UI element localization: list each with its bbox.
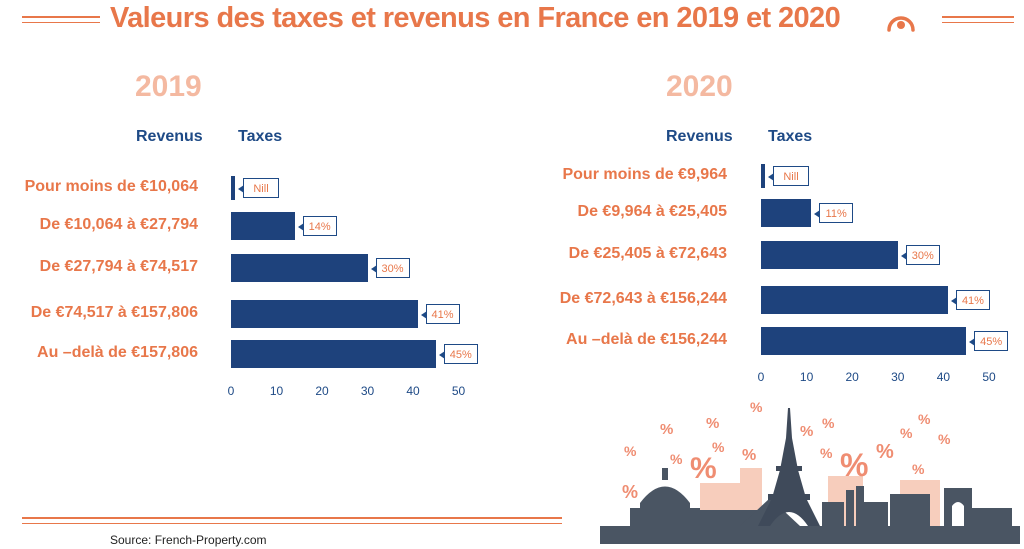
svg-text:%: % [624,443,637,459]
chart-2019-tick-label: 30 [360,384,375,398]
svg-text:%: % [690,452,717,485]
chart-2020-tick-label: 50 [982,370,996,384]
chart-2019-category-label: Pour moins de €10,064 [24,178,198,195]
svg-text:%: % [800,423,813,440]
chart-2020-data-label: 30% [900,245,940,265]
svg-text:%: % [750,399,763,415]
chart-2019-data-label: 41% [420,304,460,324]
svg-text:%: % [938,431,951,447]
chart-2020-tick-label: 30 [891,370,905,384]
title-rule-left-thin [22,22,100,23]
paris-skyline-percent-icon: % % % % % % % % % % % % % % % % % % [600,399,1020,544]
chart-2020-bar [761,241,898,269]
svg-text:%: % [706,415,719,432]
source-note: Source: French-Property.com [110,533,267,547]
header: Valeurs des taxes et revenus en France e… [0,0,1024,44]
chart-2019-bar [231,212,295,240]
svg-text:%: % [912,461,925,477]
chart-2020-category-label: De €72,643 à €156,244 [559,290,727,307]
chart-2020-bar [761,286,948,314]
chart-2019-category-label: De €27,794 à €74,517 [39,258,198,275]
chart-2019-tick-label: 0 [227,384,235,398]
chart-2019-tick-label: 40 [406,384,420,398]
chart-2020-bar [761,164,765,188]
chart-2020-revenus-heading: Revenus [666,128,733,145]
chart-2020-taxes-heading: Taxes [768,128,813,145]
chart-2020-year: 2020 [666,70,733,103]
chart-2019-category-label: De €10,064 à €27,794 [39,216,198,233]
chart-2020-bar [761,199,812,227]
footer-rule [22,517,562,519]
chart-2019-data-label: 14% [297,216,337,236]
chart-2020-data-label: Nill [768,166,809,186]
title-rule-right-thin [942,22,1014,23]
title-rule-right [942,16,1014,18]
chart-2019-category-label: Au –delà de €157,806 [37,344,198,361]
chart-2019-data-label: 45% [438,344,478,364]
chart-2019-tick-label: 20 [315,384,329,398]
chart-2019-bar [231,340,436,368]
chart-2020-tick-label: 40 [936,370,951,384]
svg-text:%: % [622,482,638,502]
svg-text:%: % [822,415,835,431]
chart-2019-taxes-heading: Taxes [238,128,283,145]
chart-2019-data-label: Nill [238,178,279,198]
chart-2019-bar [231,300,418,328]
chart-2020-category-label: Pour moins de €9,964 [562,166,727,183]
svg-text:%: % [660,421,673,438]
chart-2019-year: 2019 [135,70,202,103]
chart-2020-data-label: 41% [950,290,990,310]
chart-2020-tick-label: 10 [799,370,814,384]
chart-2020-data-label: 11% [814,203,854,223]
svg-text:%: % [900,425,913,441]
chart-2019-tick-label: 10 [269,384,284,398]
svg-text:%: % [742,447,756,464]
chart-2019-bar [231,254,368,282]
svg-text:%: % [712,439,725,455]
chart-2020-category-label: Au –delà de €156,244 [566,331,727,348]
chart-2020-category-label: De €9,964 à €25,405 [577,203,727,220]
target-icon [887,16,915,32]
chart-2020-tick-label: 0 [757,370,765,384]
chart-2020-category-label: De €25,405 à €72,643 [568,245,727,262]
svg-text:%: % [820,445,833,461]
chart-2019-data-label: 30% [370,258,410,278]
title-rule-left [22,16,100,18]
svg-text:%: % [918,411,931,427]
footer-rule-thin [22,523,562,524]
svg-text:%: % [670,451,683,467]
chart-2019-tick-label: 50 [451,384,466,398]
svg-text:%: % [876,441,894,463]
svg-text:%: % [840,447,868,483]
chart-2019-bar [231,176,235,200]
page-title: Valeurs des taxes et revenus en France e… [110,2,841,34]
chart-2020-tick-label: 20 [845,370,859,384]
chart-2019-revenus-heading: Revenus [136,128,203,145]
chart-2019-category-label: De €74,517 à €157,806 [30,304,198,321]
chart-2020-bar [761,327,967,355]
chart-2020-data-label: 45% [969,331,1009,351]
